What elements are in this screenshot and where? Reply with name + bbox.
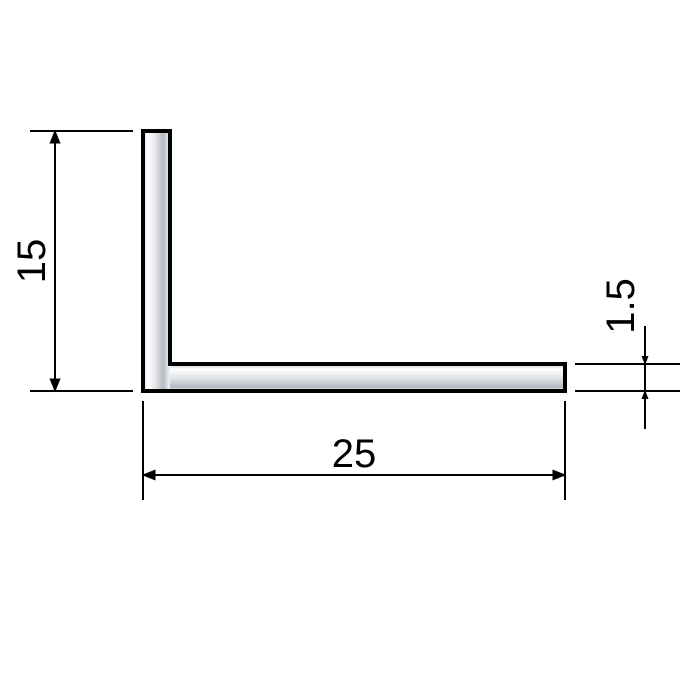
- dim-thickness-label: 1.5: [599, 278, 643, 334]
- angle-profile-diagram: 15 25 1.5: [0, 0, 700, 700]
- dim-height: 15: [10, 131, 133, 391]
- angle-profile: [143, 131, 565, 391]
- dim-width-label: 25: [332, 432, 377, 476]
- dim-thickness: 1.5: [575, 278, 680, 429]
- dim-width: 25: [143, 401, 565, 500]
- dim-height-label: 15: [10, 239, 54, 284]
